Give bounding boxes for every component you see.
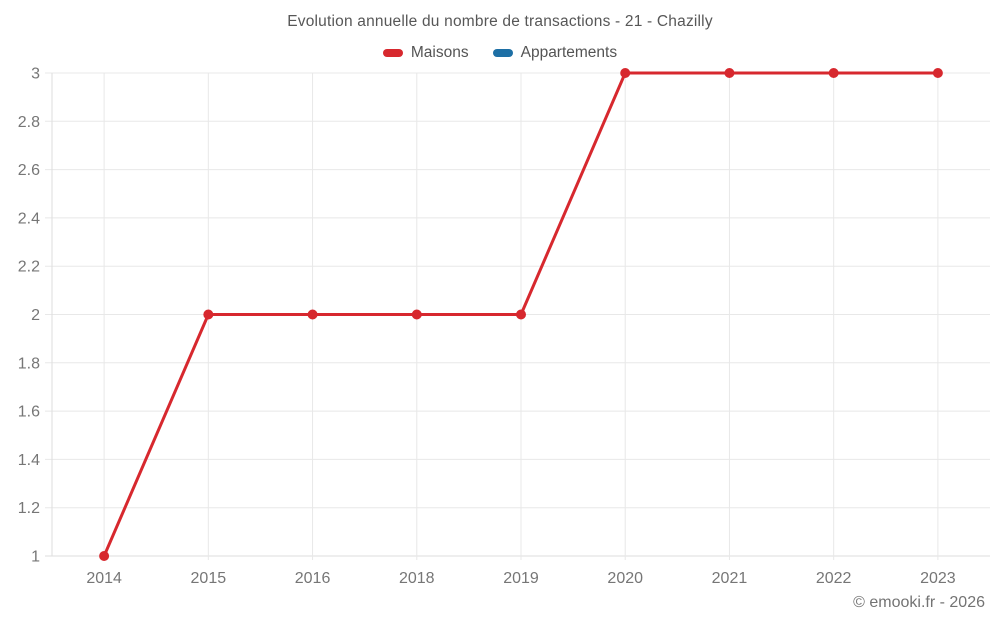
data-point-maisons-2015[interactable] [203,309,214,320]
data-point-maisons-2021[interactable] [724,68,735,78]
y-tick-label: 1.2 [18,500,40,517]
chart-title: Evolution annuelle du nombre de transact… [287,13,713,30]
x-tick-label: 2018 [399,570,435,587]
y-tick-label: 2.2 [18,259,40,276]
data-point-maisons-2014[interactable] [99,551,110,561]
y-tick-label: 1.8 [18,355,40,372]
x-tick-label: 2019 [503,570,539,587]
data-point-maisons-2019[interactable] [516,309,526,320]
x-tick-label: 2023 [920,570,956,587]
legend-item-maisons[interactable]: Maisons [382,44,469,62]
x-tick-label: 2016 [295,570,331,587]
data-point-maisons-2016[interactable] [307,309,318,320]
x-tick-label: 2021 [712,570,748,587]
x-tick-label: 2020 [607,570,643,587]
x-tick-label: 2014 [86,570,122,587]
legend-label-appartements: Appartements [520,44,618,61]
data-point-maisons-2020[interactable] [620,68,631,78]
data-point-maisons-2022[interactable] [828,68,839,78]
y-tick-label: 1.6 [18,404,40,421]
y-tick-label: 2.6 [18,162,40,179]
appartements-swatch-icon [492,49,513,57]
copyright: © emooki.fr - 2026 [853,594,985,611]
data-point-maisons-2023[interactable] [932,68,943,78]
y-tick-label: 2.8 [18,114,40,131]
y-tick-label: 3 [31,66,40,83]
y-tick-label: 2.4 [18,210,40,227]
x-tick-label: 2022 [816,570,852,587]
legend-item-appartements[interactable]: Appartements [492,44,618,62]
y-tick-label: 2 [31,307,40,324]
maisons-swatch-icon [382,49,403,57]
legend-label-maisons: Maisons [410,44,469,61]
y-tick-label: 1.4 [18,452,40,469]
y-tick-label: 1 [31,549,40,566]
x-tick-label: 2015 [191,570,227,587]
data-point-maisons-2018[interactable] [411,309,422,320]
chart-legend: Maisons Appartements [0,44,1000,62]
